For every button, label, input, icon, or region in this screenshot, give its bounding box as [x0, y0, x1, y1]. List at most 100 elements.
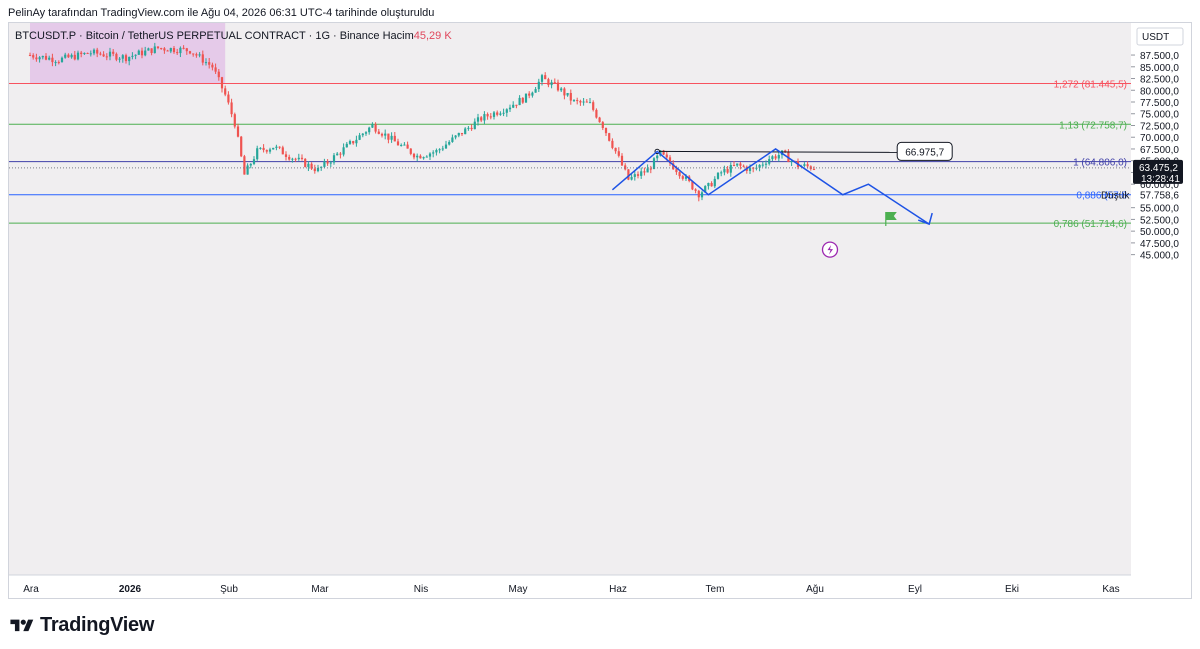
candle-up [425, 156, 428, 158]
time-tick-label: Nis [414, 584, 428, 595]
candle-up [134, 54, 137, 56]
candle-up [790, 160, 793, 163]
candle-down [86, 52, 89, 54]
candle-up [364, 132, 368, 134]
candle-down [339, 153, 342, 155]
candle-down [102, 54, 105, 57]
candle-down [227, 94, 230, 103]
candle-up [700, 192, 704, 198]
candle-down [412, 153, 416, 158]
tradingview-logo-icon [10, 619, 34, 631]
candle-down [396, 141, 400, 146]
candle-up [550, 82, 553, 86]
candle-down [563, 88, 566, 96]
candle-down [236, 126, 240, 137]
candle-down [710, 182, 713, 187]
candle-up [492, 112, 496, 117]
candle-down [288, 156, 291, 160]
candle-up [588, 102, 592, 104]
candle-down [784, 150, 787, 153]
candle-up [179, 47, 182, 54]
candle-up [83, 52, 86, 55]
price-tick-label: 75.000,0 [1140, 110, 1179, 121]
symbol-title[interactable]: BTCUSDT.P · Bitcoin / TetherUS PERPETUAL… [15, 30, 380, 42]
candle-up [428, 153, 432, 157]
candle-up [736, 163, 739, 166]
candle-down [112, 51, 115, 54]
candle-up [41, 55, 44, 58]
fib-level-label: 1,272 (81.445,5) [1054, 79, 1127, 90]
candle-down [678, 172, 681, 177]
candle-down [192, 53, 195, 55]
candle-up [572, 100, 576, 102]
candle-down [115, 53, 118, 60]
symbol-legend[interactable]: BTCUSDT.P · Bitcoin / TetherUS PERPETUAL… [15, 30, 452, 42]
candle-down [675, 169, 678, 173]
candle-down [419, 155, 422, 159]
candle-down [592, 102, 595, 110]
candle-up [316, 167, 320, 172]
candle-down [739, 163, 742, 166]
candle-down [310, 163, 313, 169]
candle-down [691, 181, 694, 190]
candle-down [230, 102, 233, 115]
time-tick-label: Ağu [806, 584, 824, 595]
candle-up [432, 152, 435, 154]
time-tick-label: Kas [1102, 584, 1119, 595]
candle-down [156, 46, 160, 49]
time-tick-label: May [509, 584, 528, 595]
fib-level-label: 0,786 (51.714,6) [1054, 219, 1127, 230]
candle-down [300, 157, 304, 159]
low-marker-label: Düşük [1101, 191, 1130, 202]
candle-up [464, 128, 467, 135]
candle-up [560, 88, 563, 91]
candle-up [384, 133, 387, 136]
candle-up [246, 165, 249, 175]
candle-up [128, 56, 131, 62]
candle-down [387, 133, 390, 140]
candle-up [640, 171, 643, 176]
candle-down [185, 48, 188, 52]
tradingview-brand[interactable]: TradingView [10, 614, 154, 637]
candle-down [374, 124, 377, 132]
candle-up [720, 172, 723, 174]
time-tick-label: Mar [311, 584, 329, 595]
candle-up [348, 141, 352, 144]
candle-down [160, 48, 163, 50]
candle-down [96, 49, 99, 54]
fib-level-label: 1,13 (72.758,7) [1059, 120, 1127, 131]
candle-up [451, 137, 454, 142]
candle-up [416, 155, 419, 158]
price-tick-label: 67.500,0 [1140, 145, 1179, 156]
price-tick-label: 60.000,0 [1140, 180, 1179, 191]
candle-up [422, 157, 425, 159]
candle-down [643, 171, 646, 173]
candle-up [345, 143, 348, 148]
chart-frame[interactable]: 1,272 (81.445,5) 1,13 (72.758,7) 1 (64.806… [8, 22, 1192, 599]
candle-up [505, 109, 508, 113]
candle-down [486, 114, 489, 117]
candle-down [281, 147, 284, 155]
candle-down [515, 104, 518, 106]
time-tick-label: Şub [220, 584, 238, 595]
candle-down [224, 88, 227, 95]
candle-up [169, 48, 172, 52]
candle-up [358, 135, 361, 140]
candle-up [448, 141, 451, 145]
candle-down [608, 133, 611, 141]
candle-up [400, 144, 403, 146]
candle-down [176, 52, 179, 54]
price-tick-label: 52.500,0 [1140, 215, 1179, 226]
candle-up [323, 161, 326, 167]
candle-down [604, 127, 608, 134]
time-tick-label: Eki [1005, 584, 1019, 595]
candle-down [67, 54, 70, 58]
candle-up [297, 157, 300, 160]
candle-up [256, 148, 259, 160]
price-chart[interactable]: 1,272 (81.445,5) 1,13 (72.758,7) 1 (64.806… [9, 23, 1193, 600]
candle-down [601, 122, 604, 128]
price-tick-label: 87.500,0 [1140, 51, 1179, 62]
candle-down [201, 54, 204, 63]
price-tick-label: 82.500,0 [1140, 75, 1179, 86]
candle-down [214, 67, 217, 72]
